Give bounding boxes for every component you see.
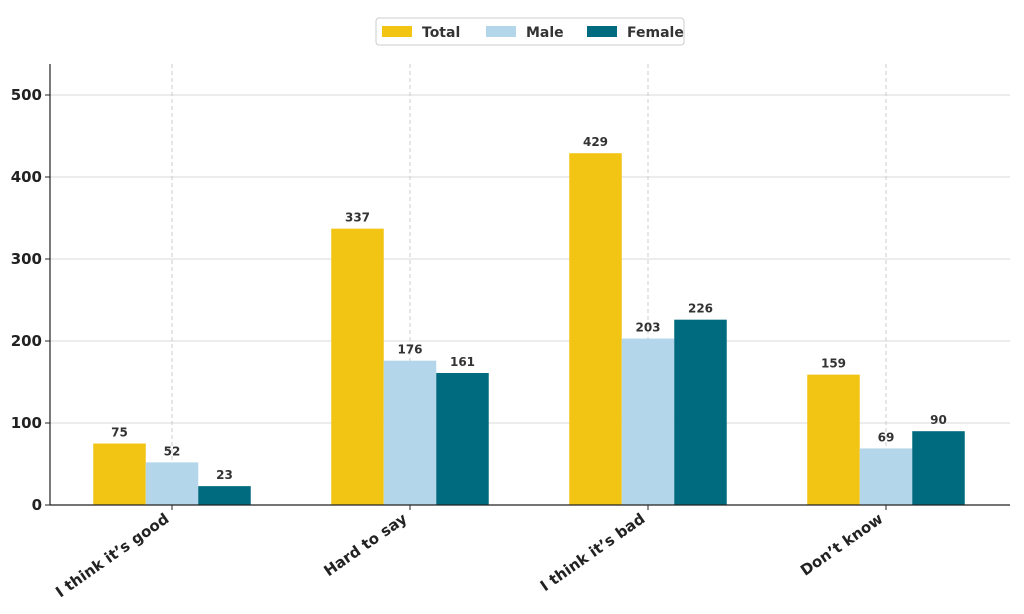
- y-tick-label: 500: [11, 86, 42, 104]
- bar-total-2: [569, 153, 622, 505]
- y-tick-label: 300: [11, 250, 42, 268]
- data-label: 226: [688, 302, 713, 316]
- bar-total-1: [331, 228, 384, 505]
- axes: 0 100 200 300 400 500 I think it’s good Hard to…: [11, 64, 1010, 601]
- data-label: 159: [821, 357, 846, 371]
- data-label: 69: [878, 430, 895, 444]
- y-tick-label: 200: [11, 332, 42, 350]
- bar-male-2: [621, 338, 675, 505]
- bar-male-3: [859, 448, 913, 505]
- bar-female-3: [912, 431, 965, 505]
- bar-male-1: [383, 360, 437, 505]
- y-tick-label: 100: [11, 414, 42, 432]
- data-label: 52: [164, 444, 181, 458]
- legend: Total Male Female: [375, 17, 685, 46]
- y-tick-label: 0: [32, 496, 42, 514]
- bar-male-0: [145, 462, 199, 505]
- x-tick-label: I think it’s good: [52, 510, 172, 602]
- data-label: 161: [450, 355, 475, 369]
- data-label: 90: [930, 413, 947, 427]
- data-label: 429: [583, 135, 608, 149]
- bar-female-0: [198, 486, 251, 505]
- y-tick-label: 400: [11, 168, 42, 186]
- data-labels: 75 52 23 337 176 161 429 203 226 159 69 90: [111, 135, 947, 482]
- bar-female-2: [674, 319, 727, 505]
- grid-lines: [50, 64, 1010, 505]
- legend-label-female: Female: [627, 25, 684, 41]
- x-tick-label: Hard to say: [320, 509, 410, 580]
- data-label: 75: [111, 426, 128, 440]
- data-label: 176: [397, 343, 422, 357]
- data-label: 203: [635, 321, 660, 335]
- bars: [93, 153, 965, 505]
- data-label: 337: [345, 211, 370, 225]
- bar-total-0: [93, 443, 146, 505]
- x-tick-label: I think it’s bad: [537, 510, 648, 596]
- bar-total-3: [807, 374, 860, 505]
- bar-female-1: [436, 372, 489, 505]
- legend-swatch-total: [382, 26, 412, 37]
- legend-swatch-female: [587, 26, 617, 37]
- x-tick-label: Don’t know: [797, 509, 886, 579]
- legend-label-total: Total: [422, 25, 460, 41]
- data-label: 23: [216, 468, 233, 482]
- legend-label-male: Male: [526, 25, 564, 41]
- legend-box: [375, 17, 685, 46]
- legend-swatch-male: [486, 26, 516, 37]
